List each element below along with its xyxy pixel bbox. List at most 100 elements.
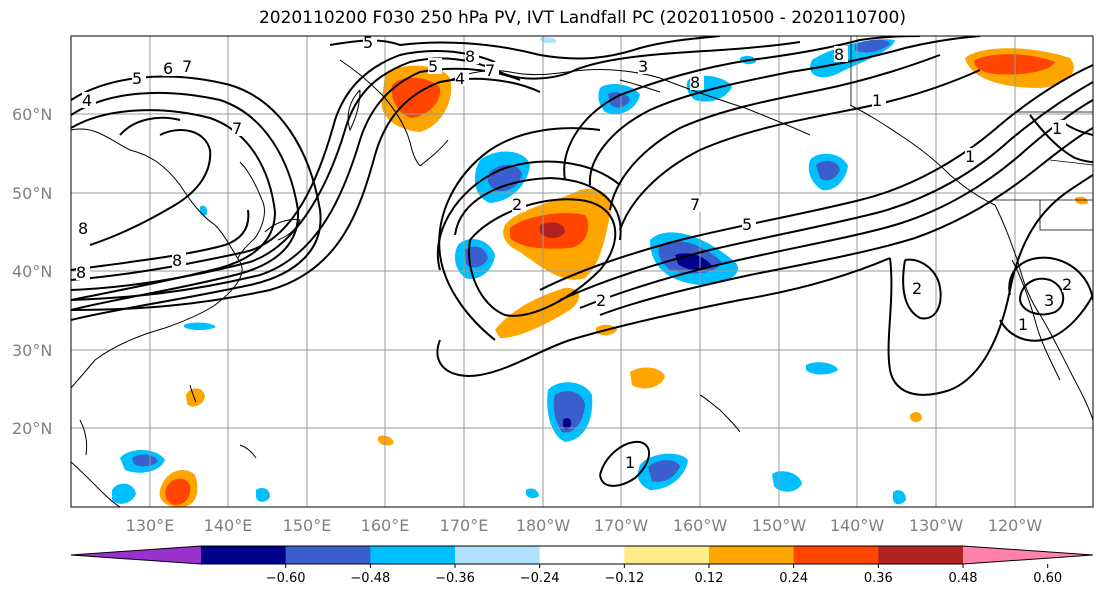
contour-label: 8 xyxy=(76,263,86,282)
contour-label: 1 xyxy=(625,453,635,472)
negative-anomaly-patch xyxy=(816,160,840,181)
contour-label: 8 xyxy=(465,47,475,66)
country-borders xyxy=(850,36,1093,231)
colorbar-tick-label: −0.12 xyxy=(604,571,644,586)
colorbar-tick-label: −0.48 xyxy=(350,571,390,586)
colorbar-tick-label: 0.24 xyxy=(779,571,808,586)
contour-label: 8 xyxy=(78,219,88,238)
contour-label: 1 xyxy=(965,147,975,166)
contour-label: 7 xyxy=(182,57,192,76)
colorbar-segment xyxy=(878,546,964,564)
colorbar-tick-label: −0.60 xyxy=(266,571,306,586)
lon-label: 150°E xyxy=(283,516,332,535)
contour-label: 2 xyxy=(512,195,522,214)
negative-anomaly-patch xyxy=(132,454,158,467)
lon-label: 170°E xyxy=(440,516,489,535)
negative-anomaly-patch xyxy=(806,362,838,375)
colorbar-segment xyxy=(71,546,201,564)
contour-label: 7 xyxy=(485,61,495,80)
colorbar-segment xyxy=(201,546,287,564)
colorbar-outline xyxy=(70,545,1094,565)
negative-anomaly-patch xyxy=(112,483,136,504)
contour-label: 1 xyxy=(1018,315,1028,334)
lon-label: 160°E xyxy=(361,516,410,535)
negative-anomaly-patch xyxy=(184,322,216,330)
lon-label: 150°W xyxy=(752,516,807,535)
map-frame xyxy=(70,35,1094,508)
contour-label: 7 xyxy=(690,195,700,214)
positive-anomaly-patch xyxy=(495,287,580,338)
contour-label: 2 xyxy=(596,291,606,310)
lon-label: 140°E xyxy=(204,516,253,535)
contour-label: 5 xyxy=(363,33,373,52)
contour-label: 4 xyxy=(455,69,465,88)
contour-label: 5 xyxy=(132,69,142,88)
colorbar-segment xyxy=(539,546,625,564)
contour-label: 5 xyxy=(742,215,752,234)
colorbar-segment xyxy=(370,546,456,564)
negative-anomaly-patch xyxy=(563,417,572,430)
longitude-labels: 130°E 140°E 150°E 160°E 170°E 180°W 170°… xyxy=(126,516,1043,535)
positive-anomaly-patch xyxy=(910,411,922,422)
contour-label: 6 xyxy=(163,59,173,78)
positive-anomaly-patch xyxy=(1075,196,1088,205)
contour-label: 3 xyxy=(1044,291,1054,310)
contour-label: 3 xyxy=(638,57,648,76)
colorbar-segment xyxy=(624,546,710,564)
positive-anomaly-patch xyxy=(186,388,205,407)
contour-label: 8 xyxy=(834,45,844,64)
colorbar-segment xyxy=(793,546,879,564)
lat-label: 60°N xyxy=(12,105,52,124)
negative-anomaly-patch xyxy=(648,460,680,482)
negative-anomaly-patch xyxy=(553,391,585,433)
colorbar-tick-label: 0.36 xyxy=(864,571,893,586)
positive-anomaly-patch xyxy=(540,222,565,238)
colorbar-tick-label: 0.60 xyxy=(1033,571,1062,586)
positive-anomaly-patch xyxy=(378,435,394,446)
negative-anomaly-patch xyxy=(465,246,488,268)
pv-contours xyxy=(71,36,1093,487)
lon-label: 160°W xyxy=(673,516,728,535)
colorbar-tick-label: 0.12 xyxy=(695,571,724,586)
colorbar-segment xyxy=(963,546,1093,564)
contour-label: 4 xyxy=(82,91,92,110)
lon-label: 130°W xyxy=(909,516,964,535)
lat-label: 50°N xyxy=(12,184,52,203)
contour-label: 5 xyxy=(428,57,438,76)
negative-anomaly-patch xyxy=(893,490,906,505)
colorbar-tick-label: 0.48 xyxy=(949,571,978,586)
positive-anomaly-patch xyxy=(630,367,665,389)
negative-anomaly-patch xyxy=(540,37,557,44)
colorbar: −0.60 −0.48 −0.36 −0.24 −0.12 0.12 0.24 0.36 0.4… xyxy=(70,545,1094,586)
contour-label: 8 xyxy=(172,251,182,270)
contour-label: 2 xyxy=(912,279,922,298)
lat-label: 20°N xyxy=(12,419,52,438)
map-title: 2020110200 F030 250 hPa PV, IVT Landfall… xyxy=(258,8,906,28)
contour-label: 1 xyxy=(872,91,882,110)
negative-anomaly-patch xyxy=(256,488,270,502)
lon-label: 170°W xyxy=(594,516,649,535)
latitude-labels: 60°N 50°N 40°N 30°N 20°N xyxy=(12,105,52,438)
negative-anomaly-patch xyxy=(855,39,890,53)
lon-label: 140°W xyxy=(830,516,885,535)
colorbar-tick-label: −0.36 xyxy=(435,571,475,586)
contour-label: 7 xyxy=(232,119,242,138)
positive-anomaly-patch xyxy=(165,478,191,505)
colorbar-segment xyxy=(709,546,795,564)
colorbar-segment xyxy=(285,546,371,564)
lat-label: 40°N xyxy=(12,262,52,281)
negative-anomaly-patch xyxy=(608,92,630,108)
colorbar-tick-label: −0.24 xyxy=(520,571,560,586)
contour-labels: 4 5 6 7 7 8 8 8 5 5 8 7 4 3 xyxy=(76,33,1076,472)
lat-label: 30°N xyxy=(12,341,52,360)
lon-label: 130°E xyxy=(126,516,175,535)
contour-label: 8 xyxy=(690,73,700,92)
lon-label: 120°W xyxy=(988,516,1043,535)
colorbar-segment xyxy=(455,546,541,564)
contour-label: 2 xyxy=(1062,275,1072,294)
shaded-anomaly-layer xyxy=(112,37,1088,507)
negative-anomaly-patch xyxy=(526,488,539,499)
lon-label: 180°W xyxy=(516,516,571,535)
contour-label: 1 xyxy=(1052,119,1062,138)
